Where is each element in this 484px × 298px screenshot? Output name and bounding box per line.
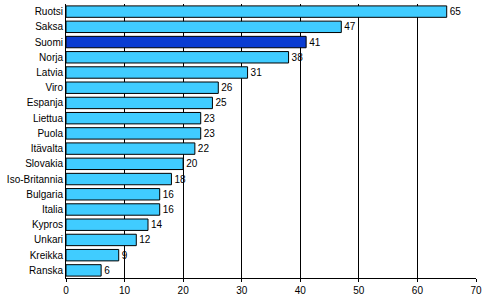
svg-text:22: 22 [198, 143, 210, 154]
svg-text:Kreikka: Kreikka [30, 250, 64, 261]
svg-text:18: 18 [174, 174, 186, 185]
svg-text:12: 12 [139, 234, 151, 245]
svg-text:23: 23 [204, 128, 216, 139]
svg-text:30: 30 [236, 285, 248, 296]
svg-text:9: 9 [122, 250, 128, 261]
svg-text:20: 20 [186, 158, 198, 169]
svg-text:26: 26 [221, 82, 233, 93]
svg-text:Iso-Britannia: Iso-Britannia [7, 174, 64, 185]
svg-text:14: 14 [151, 219, 163, 230]
svg-text:47: 47 [344, 21, 356, 32]
svg-text:Saksa: Saksa [35, 21, 63, 32]
svg-text:60: 60 [412, 285, 424, 296]
svg-text:20: 20 [178, 285, 190, 296]
svg-text:25: 25 [215, 97, 227, 108]
svg-text:6: 6 [104, 265, 110, 276]
svg-text:Kypros: Kypros [32, 219, 63, 230]
svg-text:Slovakia: Slovakia [25, 158, 63, 169]
svg-text:Itävalta: Itävalta [31, 143, 64, 154]
svg-text:65: 65 [450, 6, 462, 17]
svg-text:Unkari: Unkari [34, 234, 63, 245]
svg-text:40: 40 [295, 285, 307, 296]
svg-text:Puola: Puola [37, 128, 63, 139]
svg-text:16: 16 [163, 204, 175, 215]
svg-text:31: 31 [251, 67, 263, 78]
svg-text:23: 23 [204, 113, 216, 124]
svg-text:Bulgaria: Bulgaria [26, 189, 63, 200]
svg-text:Latvia: Latvia [36, 67, 63, 78]
svg-text:Ruotsi: Ruotsi [35, 6, 63, 17]
svg-text:16: 16 [163, 189, 175, 200]
svg-text:70: 70 [470, 285, 482, 296]
svg-text:38: 38 [292, 52, 304, 63]
svg-text:Suomi: Suomi [35, 37, 63, 48]
svg-text:Italia: Italia [42, 204, 64, 215]
svg-text:0: 0 [63, 285, 69, 296]
svg-text:Ranska: Ranska [29, 265, 63, 276]
svg-text:10: 10 [119, 285, 131, 296]
svg-text:Norja: Norja [39, 52, 63, 63]
svg-text:Liettua: Liettua [33, 113, 63, 124]
svg-text:Espanja: Espanja [27, 97, 64, 108]
svg-text:Viro: Viro [45, 82, 63, 93]
svg-text:50: 50 [353, 285, 365, 296]
svg-text:41: 41 [309, 37, 321, 48]
